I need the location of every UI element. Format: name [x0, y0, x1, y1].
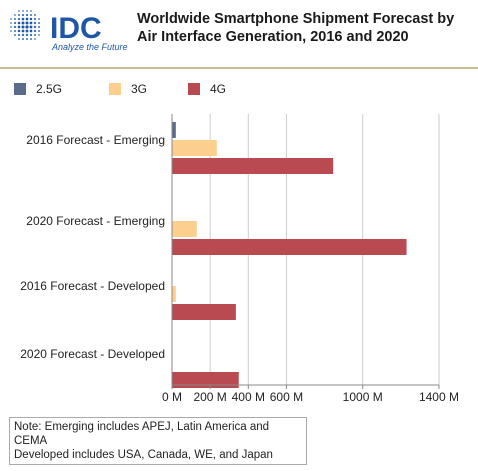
globe-dot	[17, 25, 21, 29]
globe-dot	[29, 29, 33, 33]
globe-dot	[17, 21, 21, 25]
globe-dots-icon	[10, 10, 41, 41]
globe-dot	[18, 38, 20, 40]
globe-dot	[30, 38, 32, 40]
globe-dot	[21, 25, 25, 29]
globe-dot	[38, 30, 40, 32]
globe-dot	[34, 38, 36, 40]
globe-dot	[37, 25, 41, 29]
globe-dot	[21, 13, 25, 17]
bar-4g	[172, 158, 334, 174]
globe-dot	[10, 30, 12, 32]
globe-dot	[22, 38, 24, 40]
x-tick-label: 600 M	[270, 390, 303, 404]
bar-4g	[172, 372, 239, 388]
globe-dot	[38, 22, 40, 24]
globe-dot	[18, 10, 20, 12]
bar-4g	[172, 304, 236, 320]
x-tick-label: 1000 M	[343, 390, 383, 404]
globe-dot	[14, 14, 16, 16]
globe-dot	[25, 21, 29, 25]
logo-tagline: Analyze the Future	[51, 42, 128, 52]
globe-dot	[21, 17, 25, 21]
globe-dot	[13, 29, 17, 33]
globe-dot	[25, 33, 29, 37]
globe-dot	[26, 10, 28, 12]
legend-label: 2.5G	[36, 82, 63, 96]
note-box: Note: Emerging includes APEJ, Latin Amer…	[9, 417, 307, 465]
globe-dot	[25, 37, 29, 41]
globe-dot	[13, 17, 17, 21]
bar-3g	[172, 286, 176, 302]
globe-dot	[29, 21, 33, 25]
legend-label: 4G	[210, 82, 227, 96]
x-tick-label: 1400 M	[419, 390, 459, 404]
globe-dot	[38, 34, 40, 36]
globe-dot	[29, 33, 33, 37]
globe-dot	[25, 29, 29, 33]
globe-dot	[10, 26, 12, 28]
chart-title: Worldwide Smartphone Shipment Forecast b…	[137, 11, 455, 45]
globe-dot	[34, 14, 36, 16]
x-tick-label: 200 M	[193, 390, 226, 404]
globe-dot	[17, 33, 21, 37]
bar-2-5g	[172, 122, 176, 138]
globe-dot	[17, 17, 21, 21]
globe-dot	[33, 33, 37, 37]
globe-dot	[21, 21, 25, 25]
idc-logo: IDC Analyze the Future	[8, 8, 130, 52]
globe-dot	[29, 25, 33, 29]
bar-chart: 2016 Forecast - Emerging 2020 Forecast - …	[20, 114, 459, 404]
globe-dot	[30, 10, 32, 12]
globe-dot	[25, 13, 29, 17]
legend-swatch	[14, 83, 26, 95]
bar-3g	[172, 140, 217, 156]
globe-dot	[10, 22, 12, 24]
globe-dot	[29, 13, 33, 17]
header-divider	[0, 67, 478, 69]
x-tick-label: 400 M	[232, 390, 265, 404]
globe-dot	[17, 29, 21, 33]
globe-dot	[10, 18, 12, 20]
globe-dot	[25, 17, 29, 21]
legend-label: 3G	[131, 82, 148, 96]
globe-dot	[33, 21, 37, 25]
globe-dot	[38, 18, 40, 20]
category-label: 2016 Forecast - Developed	[20, 279, 165, 293]
bar-3g	[172, 221, 197, 237]
globe-dot	[33, 17, 37, 21]
globe-dot	[25, 25, 29, 29]
globe-dot	[14, 34, 16, 36]
bar-4g	[172, 239, 407, 255]
globe-dot	[13, 21, 17, 25]
category-label: 2020 Forecast - Emerging	[26, 214, 165, 228]
globe-dot	[21, 33, 25, 37]
legend-swatch	[188, 83, 200, 95]
category-label: 2016 Forecast - Emerging	[26, 133, 165, 147]
globe-dot	[33, 29, 37, 33]
note-line-2: Developed includes USA, Canada, WE, and …	[14, 449, 273, 461]
globe-dot	[17, 13, 21, 17]
globe-dot	[29, 17, 33, 21]
globe-dot	[33, 25, 37, 29]
globe-dot	[21, 29, 25, 33]
note-line-1: Note: Emerging includes APEJ, Latin Amer…	[14, 421, 270, 447]
logo-wordmark: IDC	[50, 12, 102, 45]
idc-globe-logo: IDC Analyze the Future	[10, 10, 128, 52]
globe-dot	[13, 25, 17, 29]
globe-dot	[22, 10, 24, 12]
legend-swatch	[109, 83, 121, 95]
category-label: 2020 Forecast - Developed	[20, 347, 165, 361]
x-tick-label: 0 M	[162, 390, 182, 404]
